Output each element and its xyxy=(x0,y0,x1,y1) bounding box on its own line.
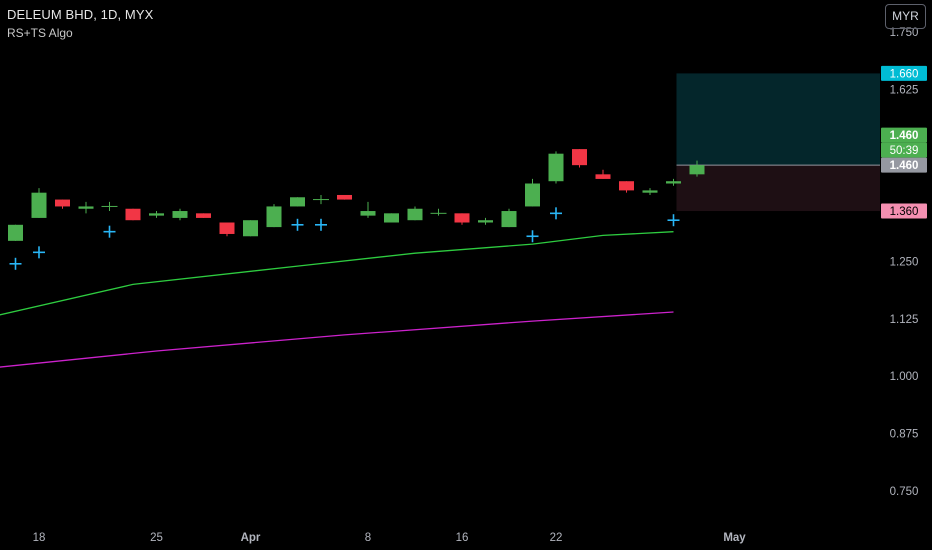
price-label-price: 1.460 xyxy=(890,130,919,142)
x-tick-label: 16 xyxy=(456,532,469,544)
signal-cross-icon xyxy=(9,257,22,270)
candle-body xyxy=(572,149,587,166)
x-tick-label: May xyxy=(723,532,746,544)
candle-body xyxy=(384,213,399,223)
candle-body xyxy=(290,197,305,207)
candle-body xyxy=(666,181,681,184)
candle-body xyxy=(407,208,423,221)
signal-cross-icon xyxy=(526,230,539,243)
stop-zone xyxy=(676,165,880,212)
candle-body xyxy=(266,206,282,228)
x-tick-label: 18 xyxy=(33,532,46,544)
candle-body xyxy=(595,174,611,179)
indicator-label[interactable]: RS+TS Algo xyxy=(7,26,73,40)
price-label-stop: 1.360 xyxy=(890,206,919,218)
signal-cross-icon xyxy=(291,218,304,231)
signal-cross-icon xyxy=(667,214,680,227)
candle-body xyxy=(642,190,658,193)
candle-body xyxy=(172,211,188,218)
y-tick-label: 0.875 xyxy=(890,429,919,441)
candle-body xyxy=(478,220,493,223)
price-label-bg-price xyxy=(881,127,927,143)
candle-body xyxy=(243,220,258,237)
price-label-bg-target xyxy=(881,65,927,81)
candle-body xyxy=(454,213,470,223)
candle-body xyxy=(525,183,540,207)
signal-cross-icon xyxy=(550,207,562,220)
candle-body xyxy=(360,211,376,216)
chart-header: DELEUM BHD, 1D, MYX RS+TS Algo xyxy=(7,7,153,40)
x-tick-label: Apr xyxy=(241,532,261,544)
price-label-entry: 1.460 xyxy=(890,160,919,172)
candle-body xyxy=(219,222,235,234)
y-tick-label: 1.250 xyxy=(890,257,919,269)
ma-line-1 xyxy=(0,231,674,316)
candle-body xyxy=(149,213,164,216)
signal-cross-icon xyxy=(103,225,116,238)
symbol-title[interactable]: DELEUM BHD, 1D, MYX xyxy=(7,7,154,22)
signal-cross-icon xyxy=(33,246,45,259)
ma-line-2 xyxy=(0,311,674,368)
candle-body xyxy=(78,206,94,209)
candle-body xyxy=(8,224,23,241)
price-label-bg-entry xyxy=(881,157,927,173)
price-label-target: 1.660 xyxy=(890,68,919,80)
y-tick-label: 1.625 xyxy=(890,84,919,96)
signal-cross-icon xyxy=(315,218,327,231)
candle-body xyxy=(55,199,70,207)
candle-body xyxy=(501,211,517,228)
candle-body xyxy=(689,165,705,175)
y-tick-label: 1.125 xyxy=(890,314,919,326)
candle-body xyxy=(196,213,211,218)
price-label-bg-countdown xyxy=(881,142,927,158)
candle-body xyxy=(548,153,564,182)
target-zone xyxy=(676,73,880,166)
x-tick-label: 25 xyxy=(150,532,163,544)
currency-button[interactable]: MYR xyxy=(885,4,926,29)
x-tick-label: 8 xyxy=(365,532,371,544)
y-tick-label: 0.750 xyxy=(890,486,919,498)
y-tick-label: 1.750 xyxy=(890,27,919,39)
candle-body xyxy=(619,181,634,191)
candle-body xyxy=(337,194,352,200)
x-tick-label: 22 xyxy=(550,532,563,544)
price-label-bg-stop xyxy=(881,203,927,219)
candle-body xyxy=(125,208,141,221)
price-label-countdown: 50:39 xyxy=(890,145,919,157)
y-tick-label: 1.000 xyxy=(890,371,919,383)
candle-body xyxy=(31,192,47,218)
